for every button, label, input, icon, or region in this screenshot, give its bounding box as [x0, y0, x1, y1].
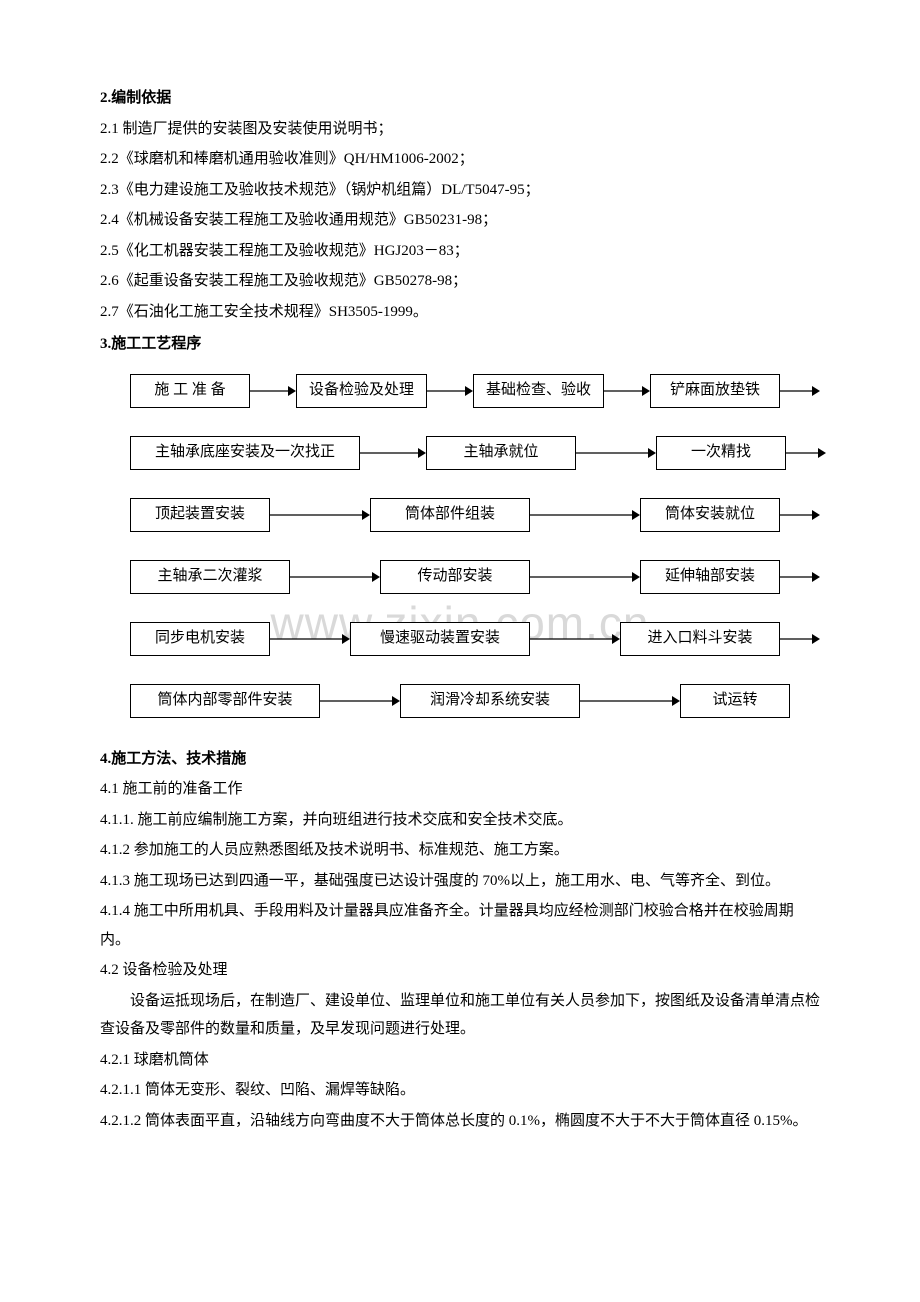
section2-item-6: 2.7《石油化工施工安全技术规程》SH3505-1999。 [100, 298, 820, 327]
arrow-icon [270, 633, 350, 645]
arrow-icon [270, 509, 370, 521]
section4-heading: 4.施工方法、技术措施 [100, 745, 820, 774]
arrow-icon [427, 385, 473, 397]
arrow-icon [780, 385, 820, 397]
section3-heading: 3.施工工艺程序 [100, 330, 820, 359]
section2-item-2: 2.3《电力建设施工及验收技术规范》（锅炉机组篇）DL/T5047-95； [100, 176, 820, 205]
flow-box: 施 工 准 备 [130, 374, 250, 408]
arrow-icon [530, 509, 640, 521]
p4212: 4.2.1.2 筒体表面平直，沿轴线方向弯曲度不大于筒体总长度的 0.1%，椭圆… [100, 1107, 820, 1136]
arrow-icon [360, 447, 426, 459]
flow-box: 设备检验及处理 [296, 374, 427, 408]
flow-box: 润滑冷却系统安装 [400, 684, 580, 718]
flow-box: 延伸轴部安装 [640, 560, 780, 594]
arrow-icon [780, 509, 820, 521]
flow-box: 主轴承就位 [426, 436, 576, 470]
flow-row: 主轴承二次灌浆 传动部安装 延伸轴部安装 [130, 559, 820, 595]
arrow-icon [576, 447, 656, 459]
flow-row: 主轴承底座安装及一次找正 主轴承就位 一次精找 [130, 435, 820, 471]
arrow-icon [780, 633, 820, 645]
flow-box: 同步电机安装 [130, 622, 270, 656]
p4211: 4.2.1.1 筒体无变形、裂纹、凹陷、漏焊等缺陷。 [100, 1076, 820, 1105]
arrow-icon [780, 571, 820, 583]
flow-row: 筒体内部零部件安装 润滑冷却系统安装 试运转 [130, 683, 820, 719]
flow-box: 进入口料斗安装 [620, 622, 780, 656]
flow-box: 顶起装置安装 [130, 498, 270, 532]
flow-box: 主轴承底座安装及一次找正 [130, 436, 360, 470]
flow-box: 筒体部件组装 [370, 498, 530, 532]
flow-row: 顶起装置安装 筒体部件组装 筒体安装就位 [130, 497, 820, 533]
p421: 4.2.1 球磨机筒体 [100, 1046, 820, 1075]
p42-body: 设备运抵现场后，在制造厂、建设单位、监理单位和施工单位有关人员参加下，按图纸及设… [100, 987, 820, 1044]
arrow-icon [290, 571, 380, 583]
flow-box: 试运转 [680, 684, 790, 718]
flow-row: 同步电机安装 慢速驱动装置安装 进入口料斗安装 [130, 621, 820, 657]
section2-item-1: 2.2《球磨机和棒磨机通用验收准则》QH/HM1006-2002； [100, 145, 820, 174]
p42: 4.2 设备检验及处理 [100, 956, 820, 985]
p411: 4.1.1. 施工前应编制施工方案，并向班组进行技术交底和安全技术交底。 [100, 806, 820, 835]
flow-box: 慢速驱动装置安装 [350, 622, 530, 656]
arrow-icon [530, 633, 620, 645]
section2-item-4: 2.5《化工机器安装工程施工及验收规范》HGJ203－83； [100, 237, 820, 266]
section2-item-5: 2.6《起重设备安装工程施工及验收规范》GB50278-98； [100, 267, 820, 296]
document-content: 2.编制依据 2.1 制造厂提供的安装图及安装使用说明书； 2.2《球磨机和棒磨… [100, 84, 820, 1135]
arrow-icon [786, 447, 826, 459]
flow-box: 筒体安装就位 [640, 498, 780, 532]
p413: 4.1.3 施工现场已达到四通一平，基础强度已达设计强度的 70%以上，施工用水… [100, 867, 820, 896]
flow-box: 一次精找 [656, 436, 786, 470]
section2-item-3: 2.4《机械设备安装工程施工及验收通用规范》GB50231-98； [100, 206, 820, 235]
process-flowchart: 施 工 准 备设备检验及处理基础检查、验收铲麻面放垫铁主轴承底座安装及一次找正主… [130, 373, 820, 719]
p41: 4.1 施工前的准备工作 [100, 775, 820, 804]
section2-item-0: 2.1 制造厂提供的安装图及安装使用说明书； [100, 115, 820, 144]
section2-heading: 2.编制依据 [100, 84, 820, 113]
flow-box: 传动部安装 [380, 560, 530, 594]
p414: 4.1.4 施工中所用机具、手段用料及计量器具应准备齐全。计量器具均应经检测部门… [100, 897, 820, 954]
flow-box: 基础检查、验收 [473, 374, 604, 408]
flow-box: 主轴承二次灌浆 [130, 560, 290, 594]
p412: 4.1.2 参加施工的人员应熟悉图纸及技术说明书、标准规范、施工方案。 [100, 836, 820, 865]
arrow-icon [580, 695, 680, 707]
flow-row: 施 工 准 备 设备检验及处理 基础检查、验收 铲麻面放垫铁 [130, 373, 820, 409]
flow-box: 筒体内部零部件安装 [130, 684, 320, 718]
arrow-icon [530, 571, 640, 583]
arrow-icon [320, 695, 400, 707]
arrow-icon [250, 385, 296, 397]
arrow-icon [604, 385, 650, 397]
flow-box: 铲麻面放垫铁 [650, 374, 780, 408]
